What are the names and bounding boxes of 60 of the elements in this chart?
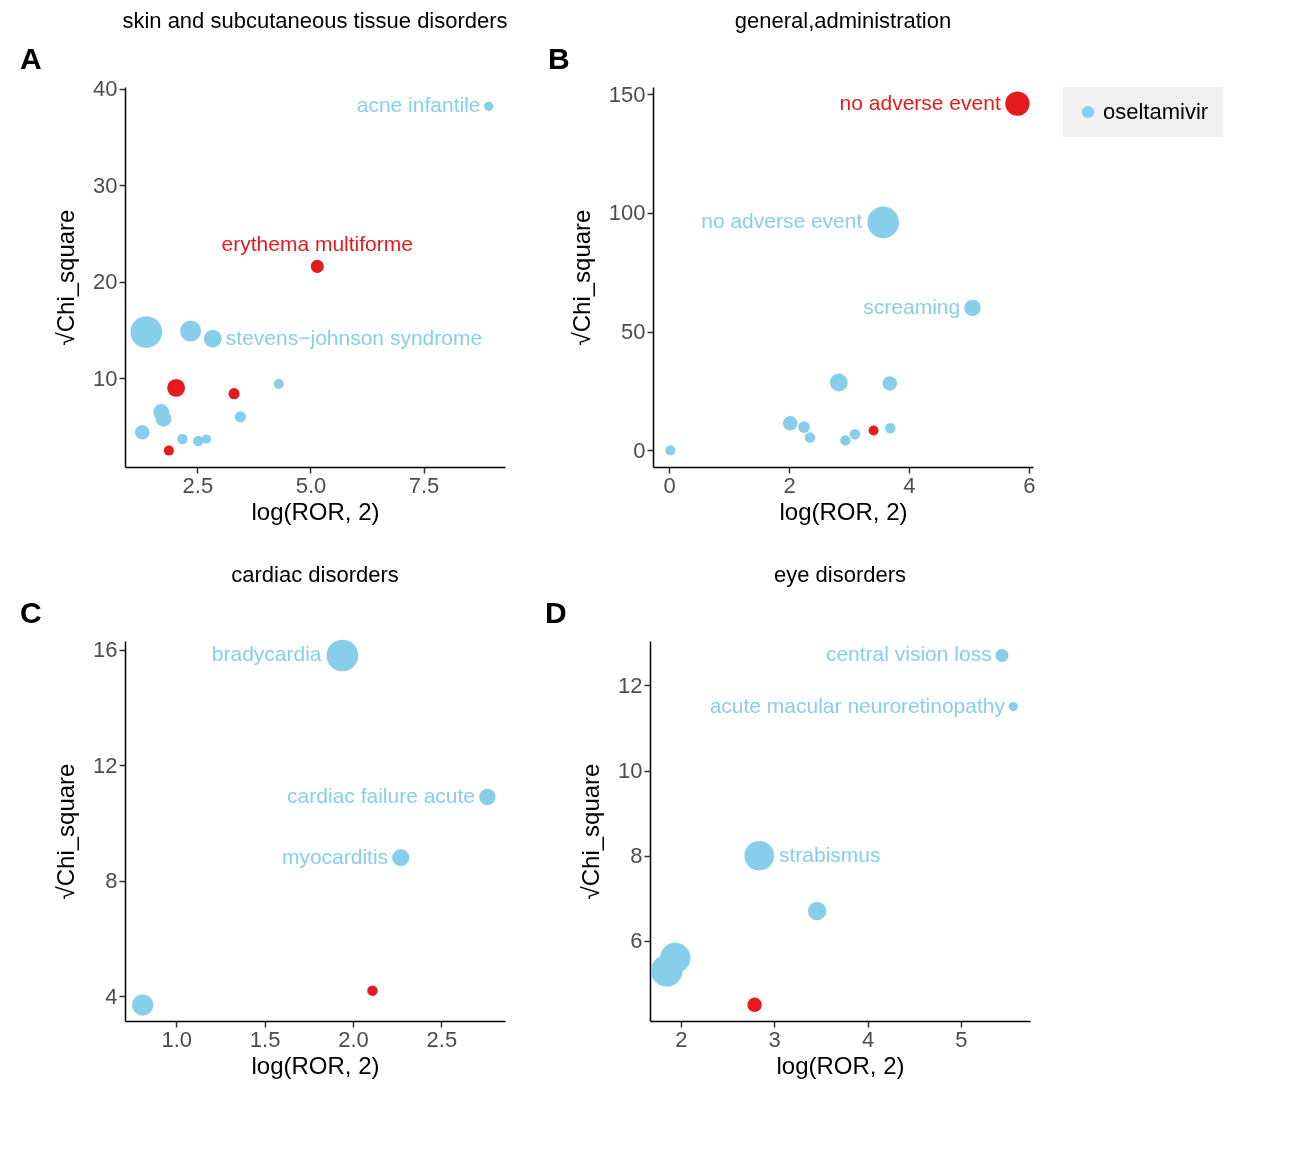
y-tick-label: 40 [93, 76, 118, 102]
x-tick-label: 5.0 [295, 472, 327, 498]
y-axis-title: √Chi_square [577, 763, 605, 900]
chart-title: general,administration [734, 8, 952, 33]
x-axis-title: log(ROR, 2) [776, 1051, 905, 1079]
text: A [20, 42, 42, 75]
annotation: strabismus [778, 842, 881, 866]
annotation: erythema multiforme [221, 232, 413, 256]
chart-title: cardiac disorders [231, 562, 399, 587]
y-tick-label: 20 [93, 269, 118, 295]
annotation: central vision loss [825, 642, 992, 666]
x-axis-title: log(ROR, 2) [779, 497, 908, 525]
text: B [548, 42, 570, 75]
annotation: acute macular neuroretinopathy [709, 693, 1006, 717]
text: D [545, 596, 567, 629]
x-axis-title: log(ROR, 2) [251, 497, 380, 525]
y-axis-title: √Chi_square [52, 763, 80, 900]
y-tick-label: 10 [93, 365, 118, 391]
x-tick-label: 4 [861, 1026, 875, 1052]
x-tick-label: 4 [903, 472, 916, 498]
y-tick-label: 150 [608, 81, 646, 107]
y-tick-label: 4 [105, 983, 118, 1009]
x-tick-label: 5 [955, 1026, 968, 1052]
x-tick-label: 1.5 [249, 1026, 281, 1052]
annotation: acne infantile [356, 93, 481, 117]
x-tick-label: 2 [675, 1026, 688, 1052]
chart-title: eye disorders [773, 562, 907, 587]
annotation: stevens−johnson syndrome [225, 325, 483, 349]
y-tick-label: 0 [633, 437, 646, 463]
y-tick-label: 100 [608, 200, 646, 226]
x-tick-label: 1.0 [161, 1026, 193, 1052]
x-axis-title: log(ROR, 2) [251, 1051, 380, 1079]
legend-label: oseltamivir [1103, 99, 1209, 124]
y-axis-title: √Chi_square [567, 209, 595, 346]
chart-title: skin and subcutaneous tissue disorders [122, 8, 508, 33]
y-tick-label: 16 [93, 637, 118, 663]
y-tick-label: 50 [621, 319, 646, 345]
y-tick-label: 12 [618, 672, 643, 698]
x-tick-label: 2.0 [338, 1026, 369, 1052]
x-tick-label: 2 [783, 472, 796, 498]
y-tick-label: 8 [105, 868, 118, 894]
annotation: no adverse event [701, 209, 863, 233]
x-tick-label: 3 [768, 1026, 781, 1052]
x-tick-label: 2.5 [182, 472, 214, 498]
annotation: bradycardia [211, 642, 322, 666]
annotation: myocarditis [281, 844, 389, 868]
x-tick-label: 7.5 [408, 472, 440, 498]
x-tick-label: 2.5 [426, 1026, 458, 1052]
y-tick-label: 30 [93, 172, 118, 198]
y-tick-label: 6 [630, 928, 643, 954]
y-tick-label: 12 [93, 752, 118, 778]
y-tick-label: 8 [630, 843, 643, 869]
x-tick-label: 6 [1023, 472, 1036, 498]
x-tick-label: 0 [663, 472, 676, 498]
text: C [20, 596, 42, 629]
annotation: cardiac failure acute [287, 784, 476, 808]
annotation: screaming [863, 294, 961, 318]
y-tick-label: 10 [618, 758, 643, 784]
annotation: no adverse event [839, 90, 1001, 114]
y-axis-title: √Chi_square [52, 209, 80, 346]
